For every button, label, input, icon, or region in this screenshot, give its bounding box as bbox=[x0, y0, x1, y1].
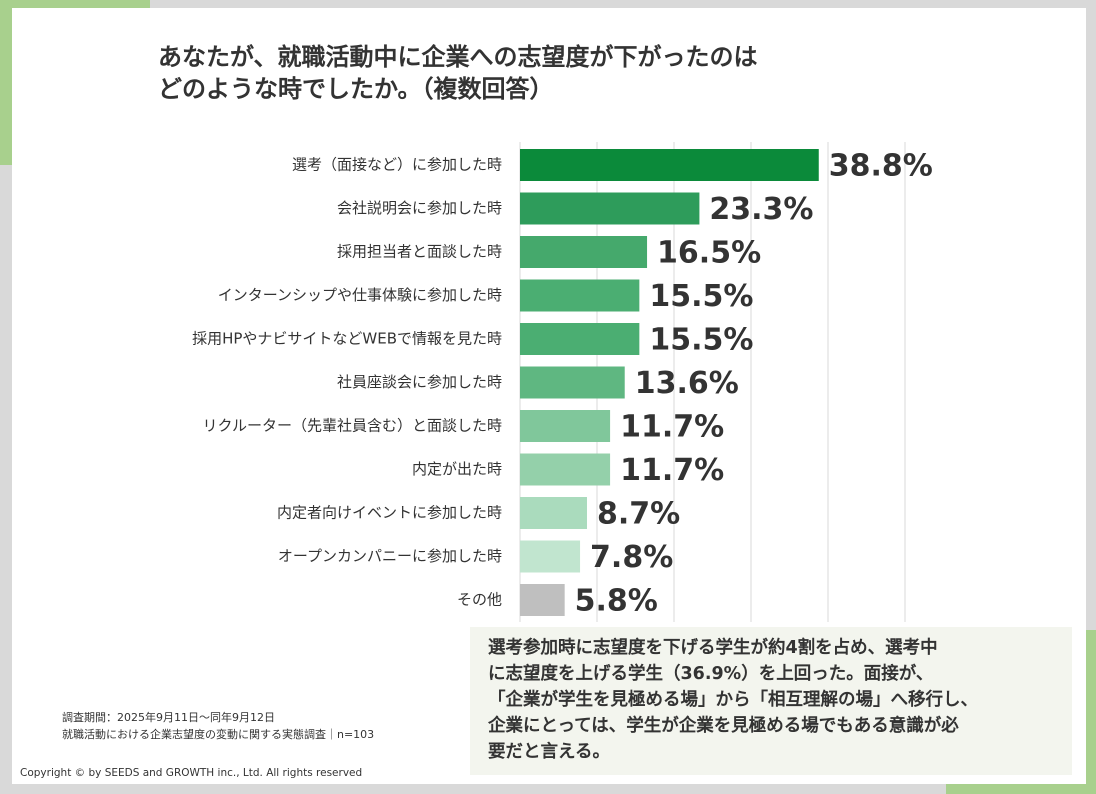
bar bbox=[520, 366, 625, 399]
annotation-box bbox=[470, 627, 1072, 775]
category-label: 会社説明会に参加した時 bbox=[337, 199, 502, 217]
bar bbox=[520, 192, 700, 225]
value-label: 16.5% bbox=[657, 236, 761, 271]
value-label: 13.6% bbox=[635, 366, 739, 401]
category-label: リクルーター（先輩社員含む）と面談した時 bbox=[202, 417, 502, 435]
bar bbox=[520, 540, 581, 573]
value-label: 15.5% bbox=[649, 323, 753, 358]
value-label: 15.5% bbox=[649, 279, 753, 314]
value-label: 5.8% bbox=[575, 584, 658, 619]
value-label: 11.7% bbox=[620, 410, 724, 445]
category-label: 採用HPやナビサイトなどWEBで情報を見た時 bbox=[192, 330, 502, 348]
category-label: 内定が出た時 bbox=[412, 460, 502, 478]
bar bbox=[520, 279, 640, 312]
bar bbox=[520, 236, 648, 268]
category-label: オープンカンパニーに参加した時 bbox=[278, 547, 502, 565]
copyright: Copyright © by SEEDS and GROWTH inc., Lt… bbox=[20, 767, 362, 779]
chart-title: あなたが、就職活動中に企業への志望度が下がったのは bbox=[158, 43, 758, 71]
source-note: 就職活動における企業志望度の変動に関する実態調査｜n=103 bbox=[62, 727, 374, 741]
category-label: 社員座談会に参加した時 bbox=[337, 373, 502, 391]
annotation-text: 要だと言える。 bbox=[488, 741, 610, 762]
bar bbox=[520, 453, 611, 486]
annotation-text: に志望度を上げる学生（36.9%）を上回った。面接が、 bbox=[488, 663, 933, 684]
value-label: 23.3% bbox=[709, 192, 813, 227]
value-label: 8.7% bbox=[597, 497, 680, 532]
category-label: インターンシップや仕事体験に参加した時 bbox=[218, 286, 502, 304]
annotation-text: 「企業が学生を見極める場」から「相互理解の場」へ移行し、 bbox=[488, 689, 978, 710]
annotation-text: 選考参加時に志望度を下げる学生が約4割を占め、選考中 bbox=[488, 637, 938, 658]
bar bbox=[520, 584, 565, 616]
category-label: 選考（面接など）に参加した時 bbox=[292, 156, 502, 174]
chart-title: どのような時でしたか。（複数回答） bbox=[158, 75, 554, 103]
source-note: 調査期間：2025年9月11日～同年9月12日 bbox=[62, 710, 275, 724]
bar bbox=[520, 323, 640, 355]
category-label: 内定者向けイベントに参加した時 bbox=[277, 504, 502, 522]
bar bbox=[520, 149, 819, 181]
bar bbox=[520, 497, 587, 529]
category-label: その他 bbox=[457, 591, 502, 609]
category-label: 採用担当者と面談した時 bbox=[337, 243, 502, 261]
bar bbox=[520, 410, 611, 442]
value-label: 38.8% bbox=[829, 149, 933, 184]
value-label: 11.7% bbox=[620, 453, 724, 488]
value-label: 7.8% bbox=[590, 540, 673, 575]
annotation-text: 企業にとっては、学生が企業を見極める場でもある意識が必 bbox=[487, 715, 959, 736]
